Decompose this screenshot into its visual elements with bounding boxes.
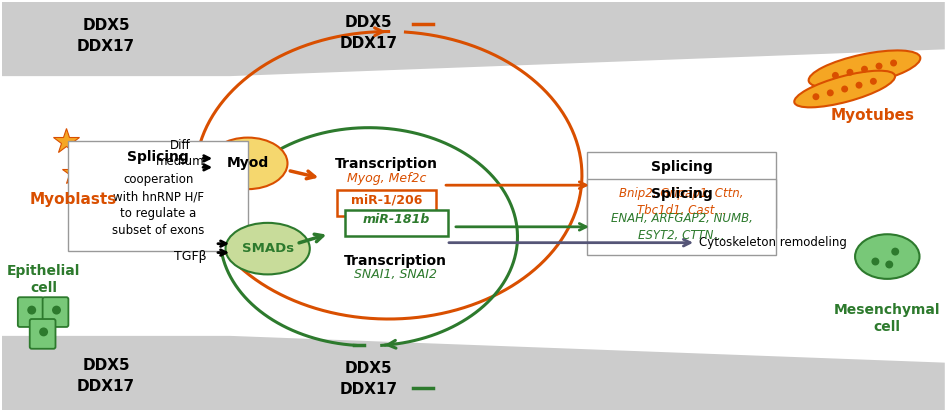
Text: Splicing: Splicing bbox=[127, 150, 189, 164]
Ellipse shape bbox=[208, 138, 287, 189]
Ellipse shape bbox=[812, 93, 820, 100]
Ellipse shape bbox=[225, 223, 310, 274]
Polygon shape bbox=[2, 336, 944, 410]
Text: DDX5
DDX17: DDX5 DDX17 bbox=[340, 16, 398, 51]
Ellipse shape bbox=[885, 260, 893, 269]
Ellipse shape bbox=[870, 78, 877, 85]
Text: Diff
medium: Diff medium bbox=[156, 139, 204, 168]
Text: DDX5
DDX17: DDX5 DDX17 bbox=[77, 19, 135, 54]
Ellipse shape bbox=[842, 86, 848, 92]
Ellipse shape bbox=[794, 71, 895, 108]
Ellipse shape bbox=[876, 63, 883, 70]
Ellipse shape bbox=[890, 59, 897, 66]
Text: miR-1/206: miR-1/206 bbox=[351, 194, 422, 206]
Text: DDX5
DDX17: DDX5 DDX17 bbox=[340, 360, 398, 396]
Text: SMADs: SMADs bbox=[242, 242, 294, 255]
Text: Splicing: Splicing bbox=[650, 187, 712, 201]
Text: Myog, Mef2c: Myog, Mef2c bbox=[347, 172, 426, 185]
FancyBboxPatch shape bbox=[587, 152, 776, 228]
Ellipse shape bbox=[855, 234, 920, 279]
FancyBboxPatch shape bbox=[68, 140, 248, 250]
Text: Transcription: Transcription bbox=[344, 254, 447, 267]
Polygon shape bbox=[2, 2, 944, 76]
Text: DDX5
DDX17: DDX5 DDX17 bbox=[77, 358, 135, 393]
Text: cooperation
with hnRNP H/F
to regulate a
subset of exons: cooperation with hnRNP H/F to regulate a… bbox=[112, 173, 204, 237]
Ellipse shape bbox=[846, 69, 853, 76]
Ellipse shape bbox=[871, 258, 880, 265]
Text: Myotubes: Myotubes bbox=[830, 108, 915, 123]
Text: Splicing: Splicing bbox=[650, 160, 712, 174]
FancyBboxPatch shape bbox=[337, 190, 437, 216]
Ellipse shape bbox=[28, 306, 36, 314]
FancyBboxPatch shape bbox=[587, 179, 776, 255]
Ellipse shape bbox=[861, 66, 868, 73]
Ellipse shape bbox=[39, 328, 49, 336]
Text: Mesenchymal
cell: Mesenchymal cell bbox=[834, 303, 941, 335]
Text: TGFβ: TGFβ bbox=[174, 250, 206, 263]
Text: Transcription: Transcription bbox=[335, 157, 438, 171]
FancyBboxPatch shape bbox=[43, 297, 68, 327]
Text: Cytoskeleton remodeling: Cytoskeleton remodeling bbox=[699, 236, 846, 249]
Ellipse shape bbox=[891, 248, 900, 255]
Text: Epithelial
cell: Epithelial cell bbox=[7, 264, 80, 295]
Text: ENAH, ARFGAP2, NUMB,
ESYT2, CTTN...: ENAH, ARFGAP2, NUMB, ESYT2, CTTN... bbox=[611, 212, 752, 242]
Text: Myoblasts: Myoblasts bbox=[29, 192, 117, 207]
Text: SNAI1, SNAI2: SNAI1, SNAI2 bbox=[354, 269, 437, 281]
FancyBboxPatch shape bbox=[18, 297, 44, 327]
Text: Myod: Myod bbox=[226, 157, 269, 171]
Ellipse shape bbox=[856, 82, 863, 89]
FancyBboxPatch shape bbox=[345, 210, 448, 236]
Text: miR-181b: miR-181b bbox=[363, 213, 430, 226]
Ellipse shape bbox=[826, 89, 834, 96]
Ellipse shape bbox=[832, 72, 839, 79]
FancyBboxPatch shape bbox=[29, 319, 55, 349]
Ellipse shape bbox=[808, 50, 921, 88]
Text: Bnip2, Gripap1, Cttn,
Tbc1d1, Cast…: Bnip2, Gripap1, Cttn, Tbc1d1, Cast… bbox=[619, 187, 744, 217]
Ellipse shape bbox=[52, 306, 61, 314]
